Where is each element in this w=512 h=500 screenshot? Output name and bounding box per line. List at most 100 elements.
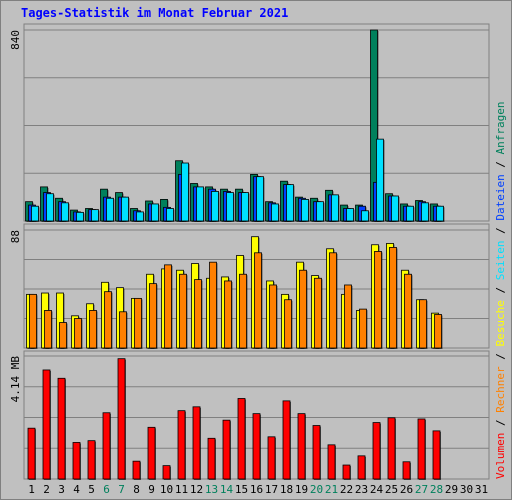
bar-volumen-14 — [222, 419, 231, 480]
x-axis-labels: 1 2 3 4 5 6 7 8 9 10 11 12 13 14 15 16 17 18 19 20 21 22 23 24 2… — [28, 483, 488, 496]
bar-rechner-16 — [254, 252, 263, 349]
bar-rechner-15-fill — [239, 273, 247, 349]
bar-rechner-9-fill — [149, 283, 157, 349]
x-tick-label-24: 24 — [370, 483, 384, 496]
bar-volumen-23 — [357, 455, 366, 480]
bar-rechner-10-fill — [164, 264, 172, 349]
bar-seiten-19-fill — [301, 198, 309, 222]
legend-item-rechner: Rechner — [494, 366, 507, 413]
x-tick-label-28: 28 — [430, 483, 443, 496]
bar-volumen-22 — [342, 464, 351, 480]
bar-seiten-14-fill — [226, 192, 234, 222]
bar-seiten-4-fill — [76, 211, 84, 222]
y-max-label-middle: 88 — [9, 230, 22, 243]
x-tick-label-25: 25 — [385, 483, 398, 496]
bar-volumen-16-fill — [252, 413, 261, 480]
bar-volumen-4-fill — [72, 442, 81, 480]
bar-seiten-1 — [31, 205, 40, 222]
bar-rechner-2 — [44, 310, 53, 349]
legend-separator: / — [494, 280, 507, 300]
bar-volumen-10 — [162, 465, 171, 480]
panel-middle — [23, 223, 490, 349]
bar-seiten-8 — [136, 211, 145, 222]
bar-rechner-21-fill — [329, 252, 337, 349]
bar-seiten-17 — [271, 203, 280, 222]
x-tick-label-26: 26 — [400, 483, 413, 496]
bar-rechner-24-fill — [374, 251, 382, 349]
bar-volumen-21 — [327, 444, 336, 480]
bar-volumen-8 — [132, 460, 141, 480]
bar-rechner-2-fill — [44, 310, 52, 349]
bar-seiten-23-fill — [361, 210, 369, 222]
bar-rechner-6-fill — [104, 291, 112, 349]
bar-seiten-27 — [421, 202, 430, 222]
x-tick-label-1: 1 — [28, 483, 35, 496]
x-tick-label-23: 23 — [355, 483, 368, 496]
bar-seiten-4 — [76, 211, 85, 222]
bar-rechner-20 — [314, 277, 323, 349]
bar-rechner-24 — [374, 251, 383, 349]
bar-seiten-10-fill — [166, 208, 174, 222]
bar-volumen-6-fill — [102, 412, 111, 480]
x-tick-label-14: 14 — [220, 483, 234, 496]
x-tick-label-8: 8 — [133, 483, 140, 496]
bar-rechner-5-fill — [89, 310, 97, 349]
bar-seiten-1-fill — [31, 205, 39, 222]
bar-seiten-19 — [301, 198, 310, 222]
bar-rechner-12-fill — [194, 279, 202, 349]
bar-rechner-10 — [164, 264, 173, 349]
bar-seiten-24-fill — [376, 138, 384, 222]
bar-volumen-2-fill — [42, 369, 51, 480]
legend-item-anfragen: Anfragen — [494, 101, 507, 154]
bar-volumen-23-fill — [357, 455, 366, 480]
bar-volumen-5 — [87, 440, 96, 480]
bar-seiten-18 — [286, 184, 295, 222]
bar-rechner-22 — [344, 284, 353, 349]
bar-seiten-5-fill — [91, 209, 99, 222]
bar-seiten-22-fill — [346, 208, 354, 222]
bar-rechner-4-fill — [74, 318, 82, 349]
bar-seiten-6 — [106, 197, 115, 222]
panel-top — [23, 23, 490, 222]
bar-volumen-3 — [57, 377, 66, 480]
x-tick-label-21: 21 — [325, 483, 338, 496]
bar-seiten-27-fill — [421, 202, 429, 222]
x-tick-label-15: 15 — [235, 483, 248, 496]
bar-seiten-13 — [211, 191, 220, 222]
bar-volumen-19 — [297, 413, 306, 480]
bar-rechner-1-fill — [29, 293, 37, 349]
bar-rechner-9 — [149, 283, 158, 349]
bar-volumen-22-fill — [342, 464, 351, 480]
bar-volumen-8-fill — [132, 460, 141, 480]
bar-rechner-25 — [389, 247, 398, 349]
bar-volumen-11 — [177, 410, 186, 480]
bar-rechner-15 — [239, 273, 248, 349]
bar-seiten-21-fill — [331, 194, 339, 222]
legend-separator: / — [494, 221, 507, 241]
bar-volumen-15 — [237, 398, 246, 480]
bar-volumen-9-fill — [147, 426, 156, 480]
bar-rechner-3-fill — [59, 322, 67, 349]
x-tick-label-11: 11 — [175, 483, 188, 496]
bar-seiten-9-fill — [151, 203, 159, 222]
x-tick-label-7: 7 — [118, 483, 125, 496]
bar-rechner-27 — [419, 299, 428, 349]
bar-rechner-13 — [209, 261, 218, 349]
bar-volumen-4 — [72, 442, 81, 480]
bar-seiten-18-fill — [286, 184, 294, 222]
legend-item-volumen: Volumen — [494, 433, 507, 479]
bar-seiten-14 — [226, 192, 235, 222]
bar-rechner-14-fill — [224, 280, 232, 349]
bar-seiten-12-fill — [196, 186, 204, 222]
x-tick-label-3: 3 — [58, 483, 65, 496]
bar-seiten-3-fill — [61, 202, 69, 222]
bar-volumen-12 — [192, 406, 201, 480]
bar-rechner-7-fill — [119, 311, 127, 349]
bar-volumen-28-fill — [432, 430, 441, 480]
bar-seiten-26-fill — [406, 205, 414, 222]
bar-rechner-3 — [59, 322, 68, 349]
bar-rechner-22-fill — [344, 284, 352, 349]
bar-rechner-11-fill — [179, 273, 187, 349]
bar-seiten-26 — [406, 205, 415, 222]
bar-seiten-2-fill — [46, 193, 54, 222]
